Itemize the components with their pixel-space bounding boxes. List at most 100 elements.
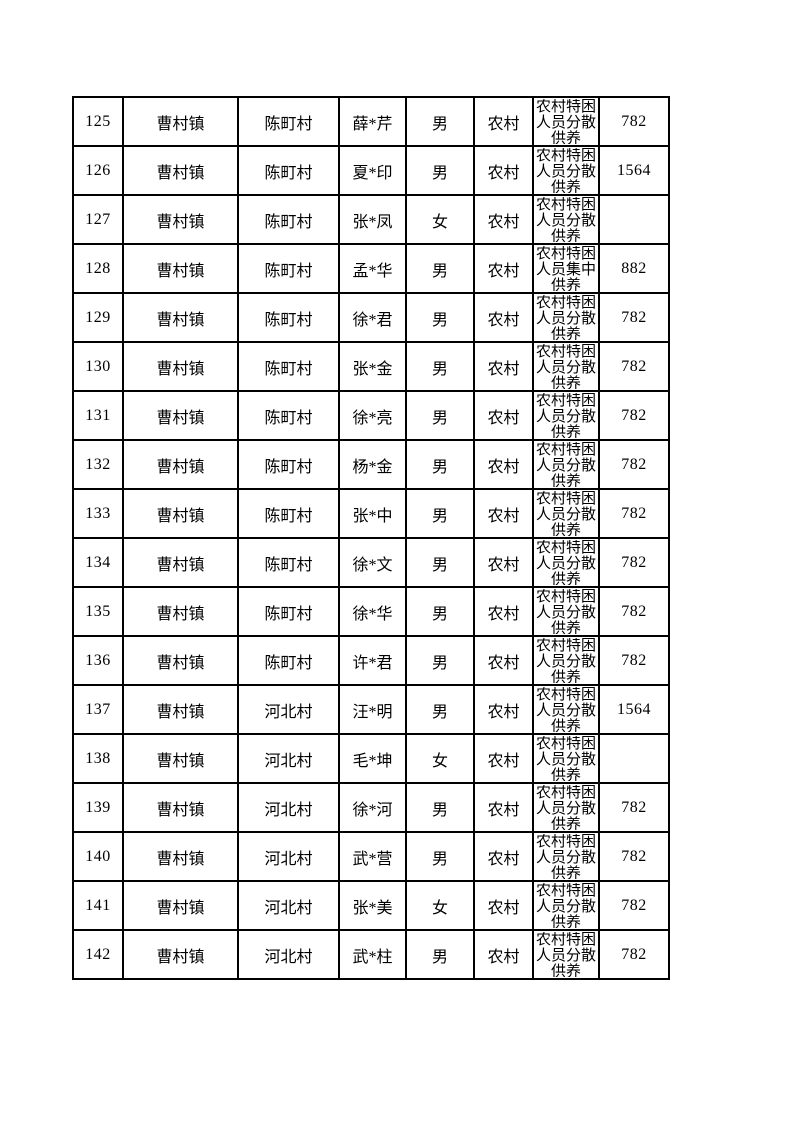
village-text: 陈町村 [264,164,313,182]
support-category-text: 农村特困人员分散供养 [535,883,596,928]
support-category-text: 农村特困人员分散供养 [535,197,596,242]
table-row: 128 曹村镇 陈町村 孟*华 男 农村 农村特困人员集中供养 882 [72,243,670,294]
village-text: 陈町村 [264,360,313,378]
amount-text: 882 [621,259,647,277]
cell-gender: 男 [405,292,475,343]
support-category-text: 农村特困人员分散供养 [535,638,596,683]
cell-village: 河北村 [237,929,340,980]
cell-area-type: 农村 [473,292,534,343]
table-row: 132 曹村镇 陈町村 杨*金 男 农村 农村特困人员分散供养 782 [72,439,670,490]
amount-text: 1564 [617,161,651,179]
gender-text: 男 [431,458,448,476]
row-number-text: 137 [85,700,111,718]
person-name-text: 许*君 [352,654,393,672]
table-row: 133 曹村镇 陈町村 张*中 男 农村 农村特困人员分散供养 782 [72,488,670,539]
cell-village: 河北村 [237,684,340,735]
amount-text: 782 [621,504,647,522]
row-number-text: 132 [85,455,111,473]
cell-village: 河北村 [237,880,340,931]
area-type-text: 农村 [487,801,520,819]
support-category-text: 农村特困人员分散供养 [535,785,596,830]
person-name-text: 张*美 [352,899,393,917]
amount-text: 782 [621,553,647,571]
cell-area-type: 农村 [473,341,534,392]
cell-area-type: 农村 [473,782,534,833]
cell-area-type: 农村 [473,733,534,784]
cell-town: 曹村镇 [122,390,239,441]
cell-row-number: 130 [72,341,124,392]
person-name-text: 张*中 [352,507,393,525]
cell-row-number: 129 [72,292,124,343]
town-text: 曹村镇 [156,311,205,329]
area-type-text: 农村 [487,507,520,525]
cell-gender: 女 [405,733,475,784]
cell-amount: 782 [598,586,670,637]
cell-town: 曹村镇 [122,194,239,245]
area-type-text: 农村 [487,556,520,574]
cell-support-category: 农村特困人员分散供养 [532,96,600,147]
row-number-text: 131 [85,406,111,424]
cell-village: 陈町村 [237,635,340,686]
cell-village: 陈町村 [237,390,340,441]
amount-text: 782 [621,896,647,914]
area-type-text: 农村 [487,752,520,770]
amount-text: 782 [621,945,647,963]
town-text: 曹村镇 [156,262,205,280]
cell-village: 陈町村 [237,341,340,392]
cell-row-number: 134 [72,537,124,588]
area-type-text: 农村 [487,703,520,721]
cell-area-type: 农村 [473,488,534,539]
cell-area-type: 农村 [473,96,534,147]
row-number-text: 130 [85,357,111,375]
gender-text: 男 [431,556,448,574]
village-text: 陈町村 [264,654,313,672]
town-text: 曹村镇 [156,703,205,721]
town-text: 曹村镇 [156,213,205,231]
cell-row-number: 125 [72,96,124,147]
row-number-text: 133 [85,504,111,522]
person-name-text: 汪*明 [352,703,393,721]
cell-person-name: 张*中 [338,488,407,539]
gender-text: 男 [431,360,448,378]
support-category-text: 农村特困人员分散供养 [535,687,596,732]
cell-gender: 男 [405,145,475,196]
area-type-text: 农村 [487,213,520,231]
support-category-text: 农村特困人员分散供养 [535,99,596,144]
town-text: 曹村镇 [156,360,205,378]
town-text: 曹村镇 [156,458,205,476]
amount-text: 782 [621,112,647,130]
cell-support-category: 农村特困人员分散供养 [532,488,600,539]
amount-text: 782 [621,357,647,375]
row-number-text: 126 [85,161,111,179]
gender-text: 男 [431,262,448,280]
gender-text: 女 [431,899,448,917]
village-text: 陈町村 [264,311,313,329]
row-number-text: 125 [85,112,111,130]
support-category-text: 农村特困人员分散供养 [535,736,596,781]
cell-gender: 男 [405,929,475,980]
table-row: 127 曹村镇 陈町村 张*凤 女 农村 农村特困人员分散供养 [72,194,670,245]
person-name-text: 毛*坤 [352,752,393,770]
support-category-text: 农村特困人员分散供养 [535,148,596,193]
cell-amount: 782 [598,341,670,392]
cell-area-type: 农村 [473,145,534,196]
cell-amount: 782 [598,96,670,147]
village-text: 河北村 [264,948,313,966]
cell-support-category: 农村特困人员分散供养 [532,145,600,196]
row-number-text: 139 [85,798,111,816]
cell-row-number: 132 [72,439,124,490]
gender-text: 女 [431,213,448,231]
table-row: 131 曹村镇 陈町村 徐*亮 男 农村 农村特困人员分散供养 782 [72,390,670,441]
cell-gender: 男 [405,831,475,882]
cell-town: 曹村镇 [122,733,239,784]
village-text: 陈町村 [264,507,313,525]
table-row: 138 曹村镇 河北村 毛*坤 女 农村 农村特困人员分散供养 [72,733,670,784]
cell-amount: 882 [598,243,670,294]
town-text: 曹村镇 [156,752,205,770]
cell-area-type: 农村 [473,929,534,980]
cell-person-name: 许*君 [338,635,407,686]
row-number-text: 142 [85,945,111,963]
amount-text: 782 [621,308,647,326]
cell-person-name: 张*凤 [338,194,407,245]
cell-person-name: 杨*金 [338,439,407,490]
